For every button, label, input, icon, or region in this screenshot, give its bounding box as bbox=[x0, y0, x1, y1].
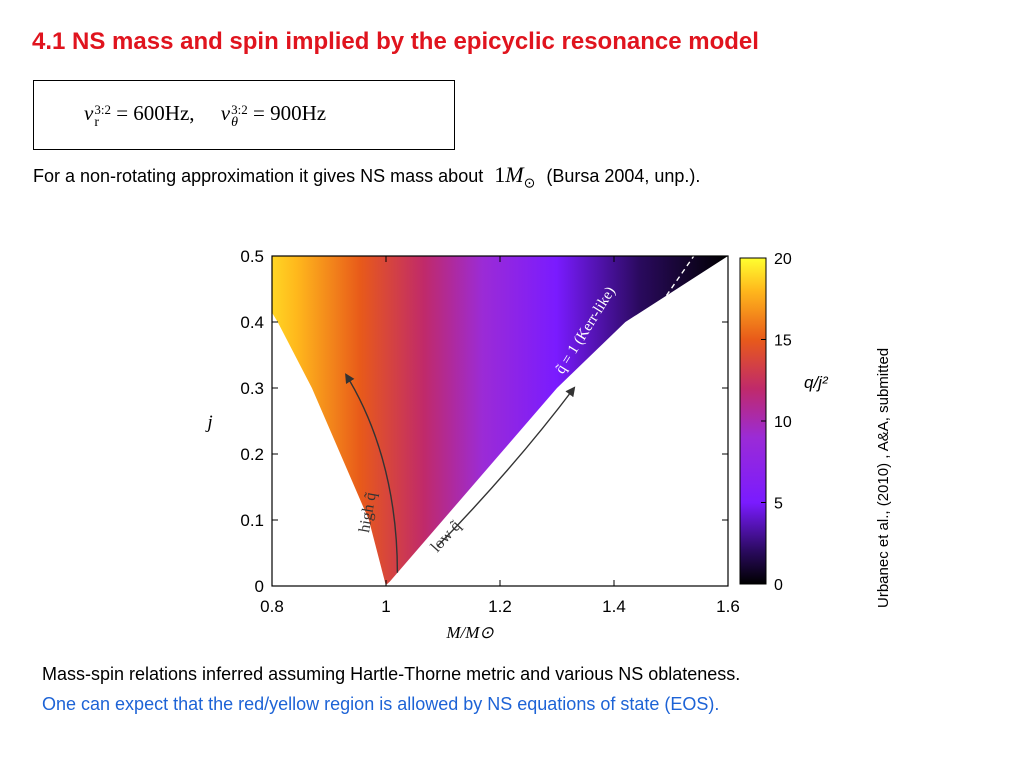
y-axis-ticks: 0 0.1 0.2 0.3 0.4 0.5 bbox=[240, 247, 728, 596]
y-tick-label: 0.4 bbox=[240, 313, 264, 332]
x-tick-label: 1.2 bbox=[488, 597, 512, 616]
allowed-region bbox=[272, 256, 728, 586]
colorbar-tick-label: 10 bbox=[774, 414, 792, 431]
nu-theta-sup: 3:2 bbox=[231, 102, 248, 117]
mass-spin-chart: q̃ = 1 (Kerr-like) high q̃ low q̃ 0.8 1 1.… bbox=[204, 247, 829, 642]
nu-r-sub: r bbox=[94, 115, 99, 130]
kerr-line bbox=[385, 256, 695, 586]
mass-expression: 1M⊙ bbox=[494, 162, 535, 191]
x-axis-label: M/M⊙ bbox=[445, 623, 494, 642]
formula-box: ν 3:2 r = 600Hz, ν 3:2 θ = 900Hz bbox=[33, 80, 455, 150]
x-tick-label: 1.6 bbox=[716, 597, 740, 616]
colorbar-tick-label: 15 bbox=[774, 333, 792, 350]
intro-before: For a non-rotating approximation it give… bbox=[33, 166, 484, 186]
y-tick-label: 0.2 bbox=[240, 445, 264, 464]
nu-r-value: = 600Hz, bbox=[116, 101, 195, 125]
caption-line-2: One can expect that the red/yellow regio… bbox=[42, 694, 720, 714]
low-q-arrow bbox=[436, 386, 576, 547]
nu-theta-sub: θ bbox=[231, 115, 239, 130]
nu-r-symbol: ν bbox=[84, 101, 94, 125]
intro-text: For a non-rotating approximation it give… bbox=[33, 162, 700, 192]
x-tick-label: 1 bbox=[381, 597, 390, 616]
mass-sub: ⊙ bbox=[523, 176, 536, 192]
mass-symbol: M bbox=[505, 162, 524, 187]
citation: Urbanec et al., (2010) , A&A, submitted bbox=[875, 347, 892, 608]
colorbar-tick-label: 0 bbox=[774, 577, 783, 594]
resonance-formula: ν 3:2 r = 600Hz, ν 3:2 θ = 900Hz bbox=[84, 101, 326, 130]
y-tick-label: 0.1 bbox=[240, 511, 264, 530]
nu-r-sup: 3:2 bbox=[94, 102, 111, 117]
nu-theta-symbol: ν bbox=[220, 101, 231, 125]
caption-line-1: Mass-spin relations inferred assuming Ha… bbox=[42, 664, 741, 684]
high-q-annotation: high q̃ bbox=[356, 491, 380, 534]
colorbar-label: q/j² bbox=[804, 373, 829, 392]
x-axis-ticks: 0.8 1 1.2 1.4 1.6 bbox=[260, 256, 740, 616]
page-title: 4.1 NS mass and spin implied by the epic… bbox=[32, 28, 759, 55]
y-tick-label: 0 bbox=[255, 577, 264, 596]
x-tick-label: 0.8 bbox=[260, 597, 284, 616]
x-tick-label: 1.4 bbox=[602, 597, 626, 616]
colorbar-tick-label: 20 bbox=[774, 251, 792, 268]
y-tick-label: 0.5 bbox=[240, 247, 264, 266]
intro-after: (Bursa 2004, unp.). bbox=[546, 166, 701, 186]
nu-theta-value: = 900Hz bbox=[253, 101, 327, 125]
mass-value: 1 bbox=[494, 162, 506, 187]
y-tick-label: 0.3 bbox=[240, 379, 264, 398]
colorbar-ticks: 0 5 10 15 20 bbox=[761, 251, 792, 594]
y-axis-label: j bbox=[204, 412, 212, 433]
high-q-arrow bbox=[345, 373, 399, 573]
colorbar-tick-label: 5 bbox=[774, 496, 783, 513]
